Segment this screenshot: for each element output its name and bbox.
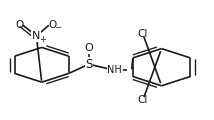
Text: −: − (55, 23, 62, 32)
Text: O: O (48, 20, 56, 30)
Text: N: N (32, 31, 40, 41)
Text: +: + (40, 35, 46, 44)
Text: Cl: Cl (138, 29, 148, 39)
Text: Cl: Cl (138, 95, 148, 105)
Text: S: S (85, 58, 92, 71)
Text: O: O (15, 20, 23, 30)
Text: O: O (85, 43, 93, 53)
Text: NH: NH (107, 65, 122, 75)
